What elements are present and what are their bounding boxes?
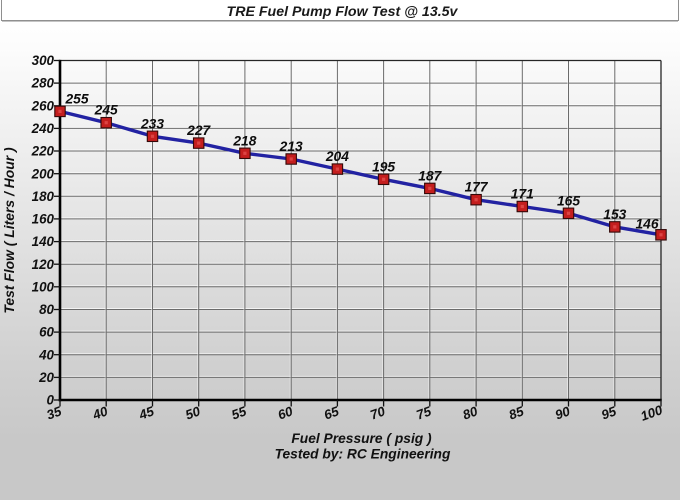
svg-text:260: 260: [31, 98, 55, 113]
svg-text:140: 140: [32, 234, 55, 249]
svg-text:50: 50: [183, 403, 203, 422]
svg-text:153: 153: [603, 207, 626, 222]
svg-text:160: 160: [32, 212, 55, 227]
svg-text:65: 65: [322, 403, 342, 422]
svg-text:240: 240: [31, 121, 55, 136]
svg-text:200: 200: [31, 166, 55, 181]
svg-text:280: 280: [31, 76, 55, 91]
svg-text:218: 218: [232, 133, 256, 148]
svg-text:187: 187: [418, 168, 442, 183]
svg-text:233: 233: [140, 116, 164, 131]
svg-text:85: 85: [507, 403, 527, 422]
svg-text:165: 165: [557, 193, 580, 208]
svg-text:Tested by: RC Engineering: Tested by: RC Engineering: [275, 447, 451, 462]
svg-text:Test Flow ( Liters / Hour ): Test Flow ( Liters / Hour ): [1, 147, 17, 314]
svg-text:90: 90: [553, 403, 573, 422]
svg-text:220: 220: [31, 144, 55, 159]
svg-text:204: 204: [325, 149, 349, 164]
svg-text:300: 300: [32, 53, 55, 68]
svg-text:227: 227: [186, 123, 211, 138]
svg-text:80: 80: [461, 403, 481, 422]
svg-text:120: 120: [32, 257, 55, 272]
svg-text:60: 60: [276, 403, 296, 422]
svg-text:146: 146: [635, 216, 658, 231]
svg-text:100: 100: [639, 402, 665, 424]
svg-text:70: 70: [368, 403, 388, 422]
svg-text:60: 60: [39, 325, 54, 340]
svg-text:213: 213: [279, 139, 303, 154]
svg-text:40: 40: [38, 347, 54, 362]
svg-text:100: 100: [32, 279, 55, 294]
svg-text:195: 195: [372, 159, 395, 174]
svg-text:171: 171: [511, 187, 534, 202]
svg-text:40: 40: [90, 403, 110, 423]
svg-text:245: 245: [94, 103, 118, 118]
svg-text:35: 35: [45, 403, 65, 422]
svg-text:75: 75: [414, 403, 434, 422]
svg-text:45: 45: [136, 403, 156, 423]
svg-text:Fuel Pressure ( psig ): Fuel Pressure ( psig ): [291, 431, 432, 446]
svg-text:TRE Fuel Pump Flow Test @ 13.5: TRE Fuel Pump Flow Test @ 13.5v: [227, 4, 459, 20]
svg-text:177: 177: [465, 180, 489, 195]
svg-text:180: 180: [32, 189, 55, 204]
svg-text:255: 255: [64, 91, 88, 106]
svg-text:0: 0: [47, 393, 55, 408]
svg-text:20: 20: [38, 370, 54, 385]
svg-text:80: 80: [39, 302, 54, 317]
svg-text:95: 95: [599, 403, 619, 422]
svg-text:55: 55: [229, 403, 249, 422]
